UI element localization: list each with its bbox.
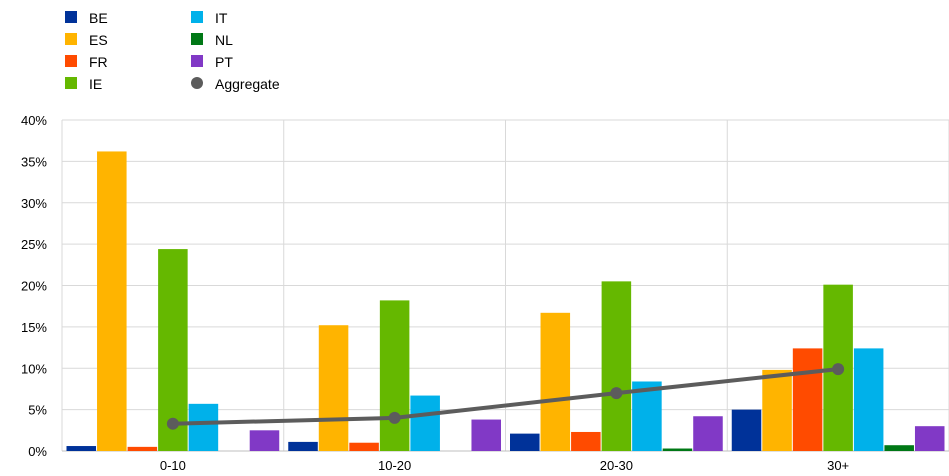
aggregate-line bbox=[172, 367, 839, 426]
legend-marker-aggregate bbox=[191, 77, 203, 89]
bar-be bbox=[510, 433, 540, 451]
y-tick-label: 10% bbox=[21, 361, 47, 376]
legend-label: FR bbox=[89, 54, 108, 70]
y-tick-label: 25% bbox=[21, 237, 47, 252]
bar-es bbox=[540, 312, 571, 451]
bar-it bbox=[632, 381, 662, 451]
legend-swatch-pt bbox=[191, 55, 203, 67]
bar-pt bbox=[249, 430, 280, 451]
aggregate-point bbox=[832, 363, 845, 376]
bar-it bbox=[410, 395, 440, 451]
aggregate-line-group bbox=[166, 363, 845, 430]
bar-series-group bbox=[66, 151, 945, 451]
y-tick-label: 30% bbox=[21, 196, 47, 211]
bar-fr bbox=[127, 446, 158, 451]
bar-ie bbox=[158, 249, 188, 451]
y-axis: 0% 5% 10% 15% 20% 25% 30% 35% 40% bbox=[21, 113, 47, 459]
x-tick-label: 0-10 bbox=[160, 458, 186, 473]
bar-nl bbox=[662, 448, 693, 451]
legend-label: IT bbox=[215, 10, 228, 26]
x-axis: 0-10 10-20 20-30 30+ bbox=[160, 458, 849, 473]
aggregate-point bbox=[610, 387, 623, 400]
legend-label: ES bbox=[89, 32, 108, 48]
aggregate-point bbox=[166, 417, 179, 430]
bar-es bbox=[762, 369, 792, 451]
legend-label: NL bbox=[215, 32, 233, 48]
bar-pt bbox=[471, 419, 501, 451]
y-tick-label: 0% bbox=[28, 444, 47, 459]
legend-swatch-be bbox=[65, 11, 77, 23]
legend-swatch-es bbox=[65, 33, 77, 45]
x-tick-label: 20-30 bbox=[600, 458, 633, 473]
x-tick-label: 30+ bbox=[827, 458, 849, 473]
y-tick-label: 5% bbox=[28, 403, 47, 418]
bar-be bbox=[288, 441, 318, 451]
y-tick-label: 15% bbox=[21, 320, 47, 335]
y-tick-label: 40% bbox=[21, 113, 47, 128]
bar-be bbox=[731, 409, 762, 451]
legend-swatch-ie bbox=[65, 77, 77, 89]
legend-swatch-fr bbox=[65, 55, 77, 67]
bar-pt bbox=[914, 426, 945, 451]
bar-es bbox=[318, 325, 349, 451]
y-tick-label: 35% bbox=[21, 154, 47, 169]
bar-it bbox=[188, 403, 219, 451]
chart-legend: BE ES FR IE IT NL PT Aggregate bbox=[65, 10, 280, 92]
y-tick-label: 20% bbox=[21, 279, 47, 294]
legend-label: PT bbox=[215, 54, 233, 70]
bar-ie bbox=[601, 281, 632, 451]
bar-fr bbox=[792, 348, 823, 451]
bar-es bbox=[97, 151, 127, 451]
bar-fr bbox=[571, 431, 601, 451]
aggregate-point bbox=[388, 411, 401, 424]
legend-swatch-nl bbox=[191, 33, 203, 45]
bar-it bbox=[853, 348, 884, 451]
bar-be bbox=[66, 446, 97, 451]
x-tick-label: 10-20 bbox=[378, 458, 411, 473]
legend-label: IE bbox=[89, 76, 102, 92]
bar-fr bbox=[349, 442, 379, 451]
legend-label: BE bbox=[89, 10, 108, 26]
legend-label: Aggregate bbox=[215, 76, 280, 92]
bar-ie bbox=[379, 300, 410, 451]
legend-swatch-it bbox=[191, 11, 203, 23]
bar-pt bbox=[693, 416, 723, 451]
bar-nl bbox=[884, 445, 914, 451]
